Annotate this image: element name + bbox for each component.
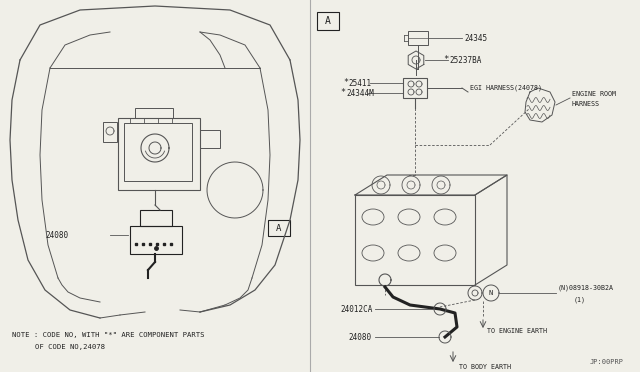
Text: ENGINE ROOM: ENGINE ROOM — [572, 91, 616, 97]
Bar — [403, 78, 427, 98]
Bar — [103, 122, 117, 142]
Text: *: * — [343, 77, 348, 87]
Bar — [268, 220, 290, 236]
Text: *: * — [443, 55, 449, 64]
Text: 24344M: 24344M — [346, 89, 374, 97]
Text: A: A — [276, 224, 282, 232]
Text: 24080: 24080 — [45, 231, 68, 240]
Text: HARNESS: HARNESS — [572, 101, 600, 107]
Text: TO ENGINE EARTH: TO ENGINE EARTH — [487, 328, 547, 334]
Text: 24012CA: 24012CA — [340, 305, 372, 314]
Bar — [130, 226, 182, 254]
Text: 25411: 25411 — [348, 78, 371, 87]
Text: (1): (1) — [574, 297, 586, 303]
Text: *: * — [340, 87, 345, 96]
Bar — [124, 123, 192, 181]
Bar — [140, 210, 172, 226]
Text: NOTE : CODE NO, WITH "*" ARE COMPONENT PARTS: NOTE : CODE NO, WITH "*" ARE COMPONENT P… — [12, 332, 205, 338]
Text: 24345: 24345 — [464, 33, 487, 42]
Text: A: A — [325, 16, 331, 26]
Bar — [135, 108, 173, 118]
Text: OF CODE NO,24078: OF CODE NO,24078 — [35, 344, 105, 350]
Text: JP:00PRP: JP:00PRP — [590, 359, 624, 365]
Bar — [118, 118, 200, 190]
Text: N: N — [489, 290, 493, 296]
Bar — [355, 195, 475, 285]
Bar — [317, 12, 339, 30]
Text: EGI HARNESS(24078): EGI HARNESS(24078) — [470, 85, 542, 91]
Text: (N)08918-30B2A: (N)08918-30B2A — [558, 285, 614, 291]
Text: 24080: 24080 — [348, 333, 371, 341]
Bar — [408, 31, 428, 45]
Text: 25237BA: 25237BA — [449, 55, 481, 64]
Text: TO BODY EARTH: TO BODY EARTH — [459, 364, 511, 370]
Bar — [200, 130, 220, 148]
